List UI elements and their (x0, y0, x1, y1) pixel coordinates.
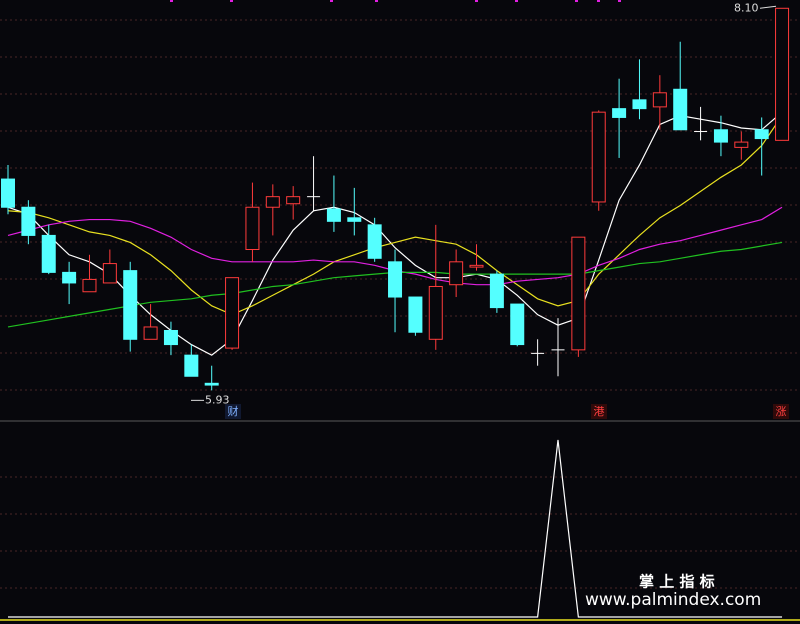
candle-body (102, 263, 117, 284)
dot (230, 0, 233, 2)
candle-body (510, 303, 525, 346)
candle-body (734, 141, 749, 148)
event-marker: 港 (594, 405, 605, 418)
candle-body (632, 99, 647, 110)
candle-body (82, 278, 97, 293)
high-label: 8.10 (734, 1, 759, 14)
watermark-url: www.palmindex.com (585, 590, 761, 610)
candle-body (489, 273, 504, 309)
event-marker-box (773, 404, 789, 419)
event-marker-box (225, 404, 241, 419)
candle-body (1, 178, 15, 208)
candle-body (754, 129, 769, 140)
dot (170, 0, 173, 2)
candle-body (286, 196, 301, 205)
dot (618, 0, 621, 2)
candle-body (265, 196, 280, 208)
watermark-title: 掌 上 指 标 (639, 573, 715, 591)
low-label: 5.93 (205, 393, 230, 406)
candle-body (204, 382, 219, 386)
candle-body (123, 270, 138, 340)
candle-body (225, 277, 240, 349)
candle-body (775, 7, 790, 141)
candle-body (612, 108, 627, 118)
candle-body (449, 261, 464, 286)
dot (597, 0, 600, 2)
ma-line (7, 115, 783, 316)
candle-body (367, 224, 382, 259)
candle-body (673, 88, 688, 131)
candle-body (713, 129, 728, 143)
candle-body (428, 285, 443, 340)
candle-body (326, 208, 341, 222)
candle-body (469, 264, 484, 268)
candle-body (245, 206, 260, 250)
top-dots (170, 0, 621, 2)
candle-body (571, 236, 586, 351)
candle-body (41, 234, 56, 273)
candle-body (21, 206, 36, 236)
candle-body (143, 326, 158, 340)
candle-body (408, 296, 423, 333)
event-marker-box (591, 404, 607, 419)
dot (475, 0, 478, 2)
candle-body (591, 111, 606, 203)
candle-body (184, 354, 199, 377)
price-grid (0, 19, 800, 621)
candle-body (163, 329, 178, 346)
dot (330, 0, 333, 2)
indicator-line (8, 439, 783, 618)
candle-body (347, 217, 362, 222)
event-marker: 财 (228, 404, 239, 418)
candle-body (62, 271, 77, 284)
dot (515, 0, 518, 2)
dot (575, 0, 578, 2)
candle-body (388, 261, 403, 298)
dot (375, 0, 378, 2)
event-marker: 涨 (776, 405, 787, 418)
high-arrow (759, 5, 777, 9)
candle-body (652, 92, 667, 108)
